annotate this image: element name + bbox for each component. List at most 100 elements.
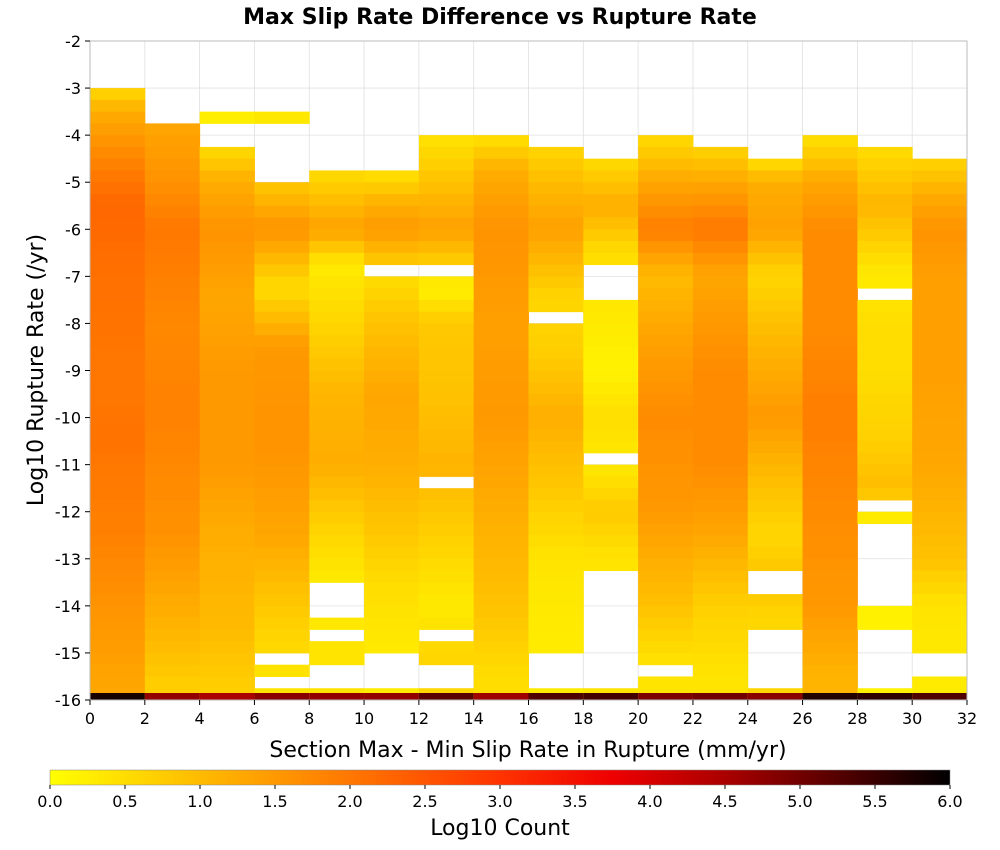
heatmap-cell bbox=[418, 158, 475, 171]
heatmap-cell bbox=[90, 570, 146, 583]
heatmap-cell bbox=[364, 205, 420, 219]
colorbar-tick-label: 2.0 bbox=[337, 792, 362, 811]
heatmap-cell bbox=[857, 346, 913, 360]
heatmap-cell bbox=[912, 158, 968, 171]
heatmap-cell bbox=[747, 605, 804, 619]
heatmap-cell bbox=[583, 358, 639, 371]
heatmap-cell bbox=[638, 488, 694, 501]
heatmap-cell bbox=[638, 405, 694, 419]
heatmap-cell bbox=[418, 182, 475, 195]
heatmap-cell bbox=[857, 229, 913, 242]
heatmap-cell bbox=[528, 464, 584, 477]
heatmap-cell bbox=[747, 535, 804, 548]
heatmap-cell bbox=[747, 276, 804, 289]
heatmap-cell bbox=[692, 241, 749, 254]
heatmap-cell bbox=[528, 499, 584, 513]
heatmap-cell bbox=[364, 523, 420, 536]
heatmap-cell bbox=[857, 241, 913, 254]
heatmap-cell bbox=[309, 193, 365, 207]
heatmap-cell bbox=[583, 311, 639, 324]
heatmap-cell bbox=[199, 335, 255, 348]
heatmap-cell bbox=[692, 229, 749, 242]
colorbar-tick-label: 0.0 bbox=[37, 792, 62, 811]
heatmap-cell bbox=[802, 664, 858, 677]
heatmap-cell bbox=[857, 441, 913, 454]
heatmap-cell bbox=[418, 335, 475, 348]
heatmap-cell bbox=[364, 617, 420, 630]
heatmap-cell bbox=[802, 158, 858, 171]
heatmap-cell bbox=[144, 394, 201, 407]
heatmap-cell bbox=[364, 452, 420, 466]
heatmap-cell bbox=[912, 547, 968, 560]
colorbar bbox=[49, 769, 951, 786]
heatmap-cell bbox=[199, 217, 255, 230]
heatmap-cell bbox=[90, 335, 146, 348]
heatmap-cell bbox=[90, 111, 146, 124]
colorbar-tick-label: 3.5 bbox=[562, 792, 587, 811]
heatmap-cells bbox=[90, 88, 968, 701]
heatmap-cell bbox=[254, 605, 310, 619]
heatmap-cell bbox=[583, 558, 639, 572]
heatmap-cell bbox=[418, 464, 475, 477]
heatmap-cell bbox=[802, 335, 858, 348]
heatmap-cell bbox=[473, 158, 529, 171]
heatmap-cell bbox=[309, 335, 365, 348]
heatmap-cell bbox=[912, 288, 968, 301]
x-tick-label: 20 bbox=[628, 709, 648, 728]
heatmap-cell bbox=[638, 346, 694, 360]
heatmap-cell bbox=[90, 558, 146, 572]
heatmap-cell bbox=[692, 476, 749, 489]
heatmap-cell bbox=[528, 229, 584, 242]
heatmap-cell bbox=[473, 641, 529, 654]
heatmap-cell bbox=[528, 276, 584, 289]
heatmap-cell bbox=[473, 288, 529, 301]
heatmap-cell bbox=[747, 370, 804, 383]
heatmap-cell bbox=[857, 370, 913, 383]
heatmap-cell bbox=[692, 523, 749, 536]
heatmap-cell bbox=[912, 370, 968, 383]
heatmap-cell bbox=[912, 276, 968, 289]
y-tick-label: -16 bbox=[55, 691, 81, 710]
heatmap-cell bbox=[144, 311, 201, 324]
heatmap-cell bbox=[912, 335, 968, 348]
heatmap-cell bbox=[309, 488, 365, 501]
heatmap-cell bbox=[747, 335, 804, 348]
heatmap-cell bbox=[364, 535, 420, 548]
heatmap-cell-bottom bbox=[583, 693, 639, 700]
heatmap-cell bbox=[90, 417, 146, 430]
heatmap-cell bbox=[638, 558, 694, 572]
heatmap-cell bbox=[802, 205, 858, 219]
heatmap-cell bbox=[802, 652, 858, 666]
heatmap-cell bbox=[802, 276, 858, 289]
heatmap-cell bbox=[583, 170, 639, 183]
heatmap-cell bbox=[638, 570, 694, 583]
heatmap-cell bbox=[473, 417, 529, 430]
heatmap-cell bbox=[144, 252, 201, 266]
heatmap-cell bbox=[912, 582, 968, 595]
heatmap-cell bbox=[364, 323, 420, 336]
heatmap-cell bbox=[747, 558, 804, 572]
heatmap-cell bbox=[473, 264, 529, 277]
heatmap-cell bbox=[528, 299, 584, 313]
heatmap-cell bbox=[912, 382, 968, 395]
heatmap-cell bbox=[692, 276, 749, 289]
heatmap-cell bbox=[747, 382, 804, 395]
heatmap-cell bbox=[309, 276, 365, 289]
heatmap-cell bbox=[254, 417, 310, 430]
heatmap-cell bbox=[583, 193, 639, 207]
heatmap-cell bbox=[199, 476, 255, 489]
heatmap-cell bbox=[199, 346, 255, 360]
heatmap-cell bbox=[364, 629, 420, 642]
heatmap-cell bbox=[473, 535, 529, 548]
heatmap-cell bbox=[583, 229, 639, 242]
heatmap-cell bbox=[364, 417, 420, 430]
heatmap-cell bbox=[528, 558, 584, 572]
heatmap-cell bbox=[857, 217, 913, 230]
heatmap-cell bbox=[473, 476, 529, 489]
heatmap-cell bbox=[638, 523, 694, 536]
heatmap-cell bbox=[199, 311, 255, 324]
heatmap-cell bbox=[418, 170, 475, 183]
heatmap-cell bbox=[638, 170, 694, 183]
heatmap-cell bbox=[418, 547, 475, 560]
heatmap-cell bbox=[912, 452, 968, 466]
